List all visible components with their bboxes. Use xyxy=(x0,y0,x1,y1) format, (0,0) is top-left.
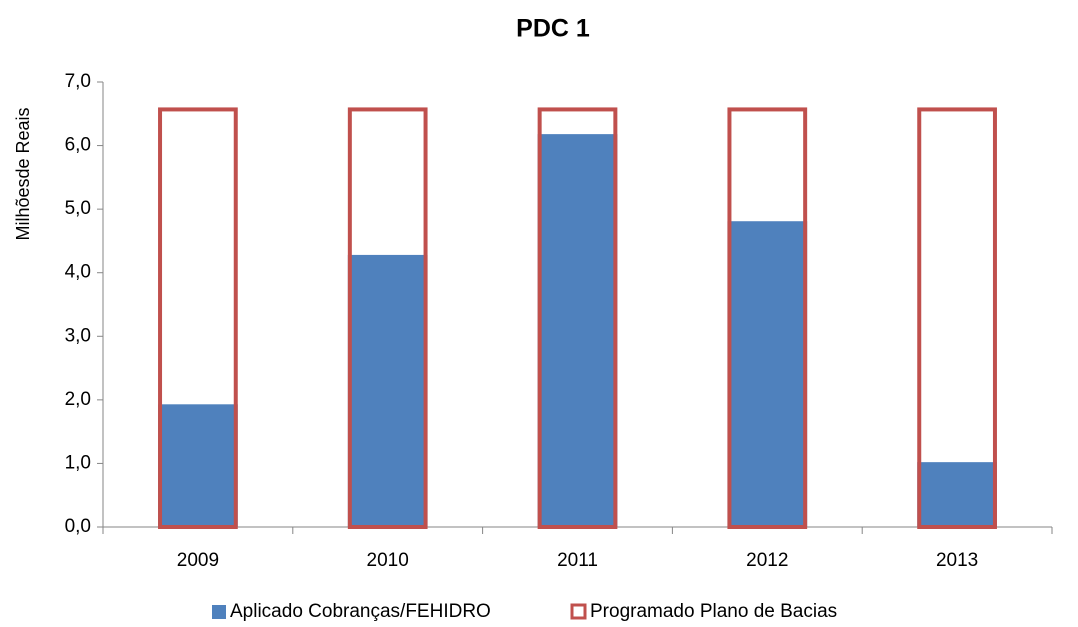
bar xyxy=(917,462,997,527)
legend-label: Programado Plano de Bacias xyxy=(590,601,837,622)
y-tick-label: 0,0 xyxy=(65,516,91,537)
legend-label: Aplicado Cobranças/FEHIDRO xyxy=(230,601,491,622)
y-tick-label: 7,0 xyxy=(65,71,91,92)
x-tick-label: 2011 xyxy=(557,550,598,571)
y-tick-label: 2,0 xyxy=(65,389,91,410)
bar-outline xyxy=(727,107,808,530)
y-tick-label: 1,0 xyxy=(65,452,91,473)
y-axis-label: Milhõesde Reais xyxy=(13,107,33,240)
bar-outline xyxy=(158,107,238,530)
y-tick-label: 3,0 xyxy=(65,325,91,346)
bar-outline xyxy=(917,107,997,530)
bar-outline xyxy=(537,107,618,530)
chart-title: PDC 1 xyxy=(516,15,590,43)
x-tick-label: 2009 xyxy=(177,550,219,571)
bar xyxy=(347,254,428,527)
x-tick-label: 2012 xyxy=(746,550,788,571)
bar xyxy=(727,221,808,527)
legend-swatch xyxy=(570,603,587,620)
bar xyxy=(158,404,238,527)
bar xyxy=(537,134,618,527)
x-tick-label: 2010 xyxy=(367,550,409,571)
y-tick-label: 5,0 xyxy=(65,198,91,219)
y-tick-label: 6,0 xyxy=(65,135,91,156)
x-tick-label: 2013 xyxy=(936,550,978,571)
y-tick-label: 4,0 xyxy=(65,262,91,283)
legend-swatch xyxy=(212,605,226,619)
bar-outline xyxy=(347,107,428,530)
